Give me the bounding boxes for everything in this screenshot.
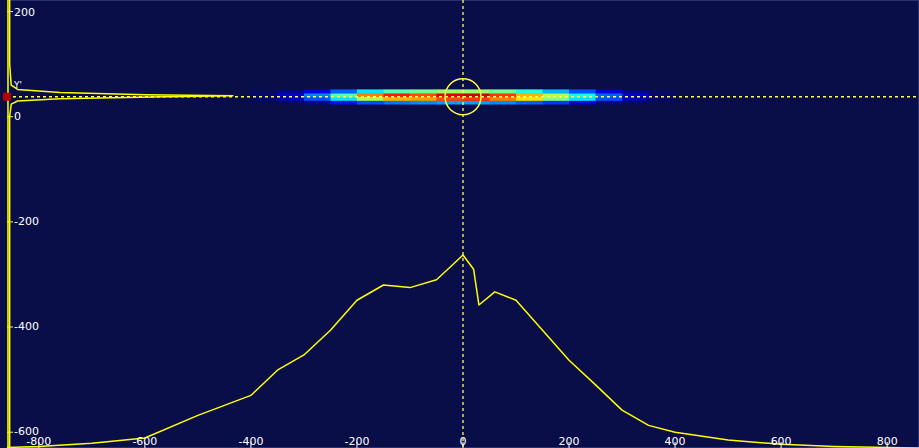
background <box>0 0 919 448</box>
x-tick-label: 200 <box>559 435 580 448</box>
centroid-circle <box>445 79 481 115</box>
heat-cell <box>596 100 623 104</box>
heat-cell <box>569 89 596 93</box>
heat-cell <box>330 89 357 93</box>
heat-cell <box>569 100 596 104</box>
heat-cell <box>463 89 490 93</box>
chart: Y'2000-200-400-600-800-600-400-200020040… <box>0 0 919 448</box>
heat-cell <box>490 100 517 104</box>
heat-cell <box>304 89 331 93</box>
heat-cell <box>622 100 649 104</box>
heat-cell <box>436 89 463 93</box>
heat-cell <box>357 89 384 93</box>
profile-line <box>10 0 233 448</box>
heat-cell <box>383 100 410 104</box>
heat-cell <box>277 100 304 104</box>
y-tick-label: 0 <box>14 110 21 123</box>
heat-cell <box>383 89 410 93</box>
crosshair-vertical <box>462 0 463 448</box>
y-tick <box>7 221 13 222</box>
x-tick-label: 600 <box>771 435 792 448</box>
x-tick-label: -800 <box>26 435 51 448</box>
y-tick-label: 200 <box>14 6 35 19</box>
y-tick <box>7 327 13 328</box>
heat-cell <box>516 89 543 93</box>
y-tick <box>7 11 13 12</box>
crosshair-marker <box>3 93 11 101</box>
y-axis-line <box>7 0 9 448</box>
y-tick-label: -400 <box>14 320 39 333</box>
x-tick-label: 800 <box>877 435 898 448</box>
y-tick <box>7 432 13 433</box>
heat-cell <box>516 100 543 104</box>
profile-label: Y' <box>13 80 22 90</box>
heat-cell <box>596 89 623 93</box>
y-tick-label: -200 <box>14 215 39 228</box>
x-tick-label: -600 <box>132 435 157 448</box>
heat-cell <box>543 89 570 93</box>
heat-cell <box>436 100 463 104</box>
x-tick-label: 0 <box>460 435 467 448</box>
x-tick-label: 400 <box>665 435 686 448</box>
heat-cell <box>543 100 570 104</box>
y-tick <box>7 116 13 117</box>
heat-cell <box>357 100 384 104</box>
plot-frame <box>8 1 919 448</box>
heat-cell <box>463 100 490 104</box>
heat-cell <box>410 89 437 93</box>
heat-cell <box>251 100 278 104</box>
x-tick-label: -200 <box>344 435 369 448</box>
heat-cell <box>251 89 278 93</box>
heat-cell <box>649 100 676 104</box>
heat-cell <box>410 100 437 104</box>
heat-cell <box>622 89 649 93</box>
heat-cell <box>649 89 676 93</box>
plot-area <box>7 0 919 448</box>
x-tick-label: -400 <box>238 435 263 448</box>
profile-line <box>7 255 919 448</box>
heat-cell <box>304 100 331 104</box>
heat-cell <box>490 89 517 93</box>
heat-cell <box>330 100 357 104</box>
heat-cell <box>277 89 304 93</box>
